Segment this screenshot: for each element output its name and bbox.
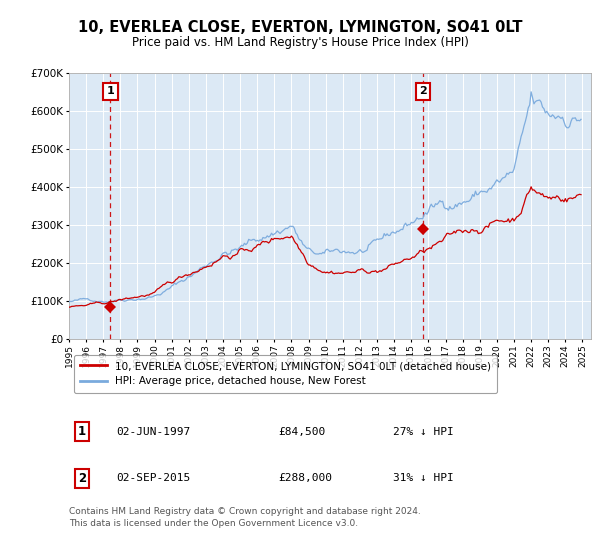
Text: 1: 1 [78, 426, 86, 438]
Text: 10, EVERLEA CLOSE, EVERTON, LYMINGTON, SO41 0LT: 10, EVERLEA CLOSE, EVERTON, LYMINGTON, S… [78, 20, 522, 35]
Legend: 10, EVERLEA CLOSE, EVERTON, LYMINGTON, SO41 0LT (detached house), HPI: Average p: 10, EVERLEA CLOSE, EVERTON, LYMINGTON, S… [74, 355, 497, 393]
Text: 27% ↓ HPI: 27% ↓ HPI [392, 427, 454, 437]
Text: 2: 2 [419, 86, 427, 96]
Text: 02-SEP-2015: 02-SEP-2015 [116, 473, 190, 483]
Text: 2: 2 [78, 472, 86, 484]
Text: 1: 1 [107, 86, 114, 96]
Text: £288,000: £288,000 [278, 473, 332, 483]
Text: 02-JUN-1997: 02-JUN-1997 [116, 427, 190, 437]
Text: Price paid vs. HM Land Registry's House Price Index (HPI): Price paid vs. HM Land Registry's House … [131, 36, 469, 49]
Text: 31% ↓ HPI: 31% ↓ HPI [392, 473, 454, 483]
Text: Contains HM Land Registry data © Crown copyright and database right 2024.
This d: Contains HM Land Registry data © Crown c… [69, 507, 421, 528]
Text: £84,500: £84,500 [278, 427, 325, 437]
